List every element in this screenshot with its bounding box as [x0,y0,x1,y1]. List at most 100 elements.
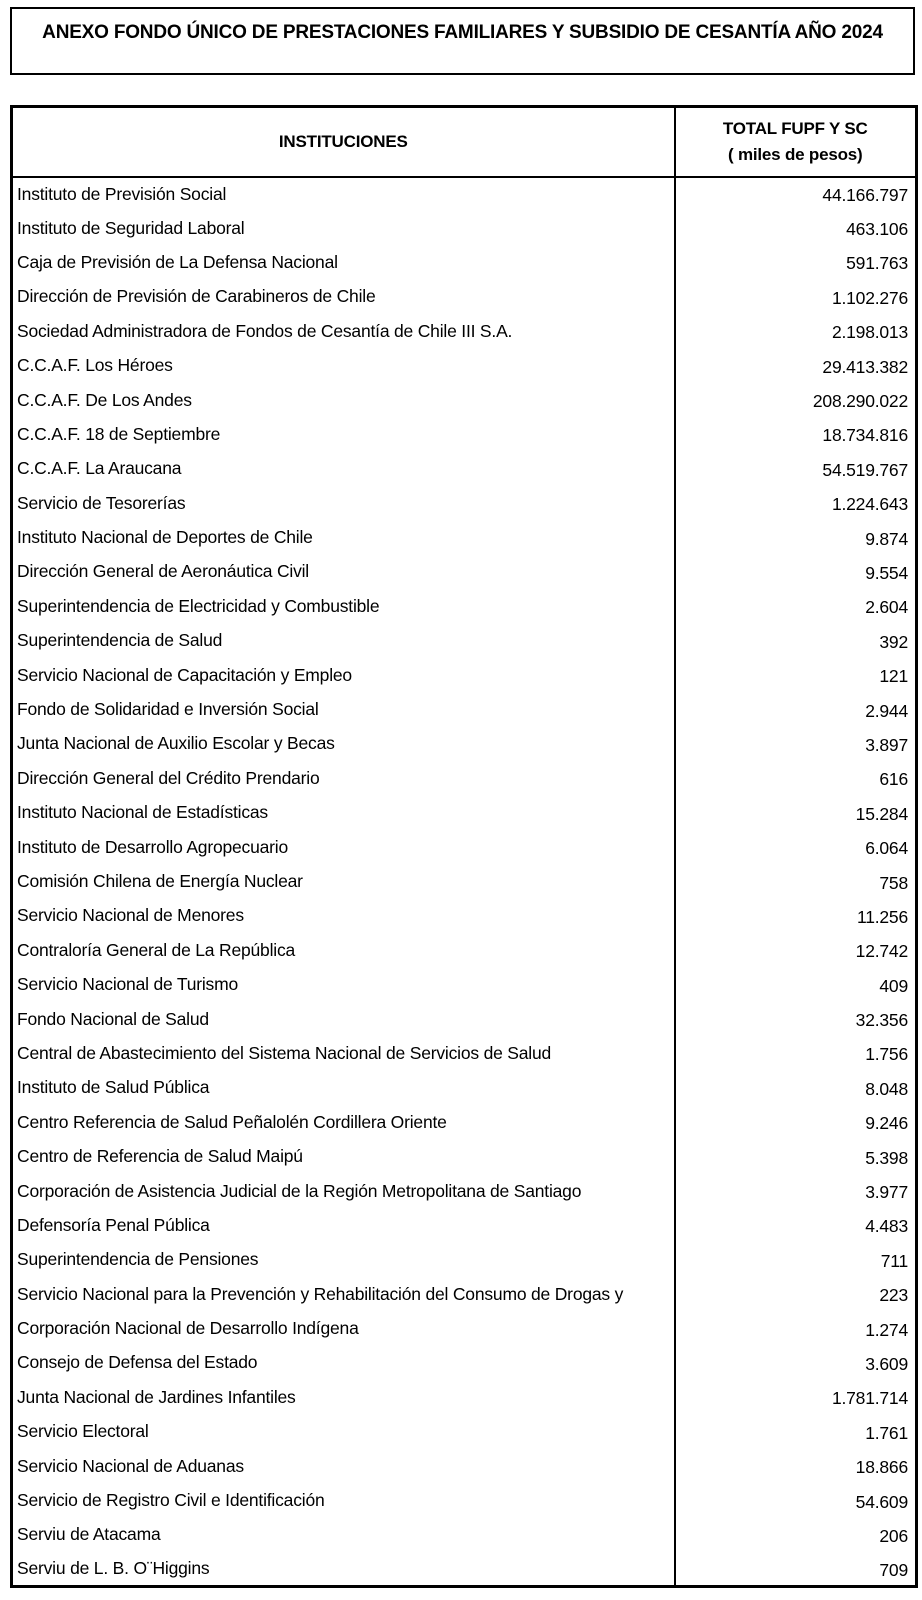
table-row: C.C.A.F. De Los Andes 208.290.022 [12,382,917,418]
institution-name: C.C.A.F. Los Héroes [17,355,173,376]
total-value: 5.398 [673,1139,917,1174]
total-value: 206 [673,1517,917,1553]
table-row: C.C.A.F. 18 de Septiembre 18.734.816 [12,417,917,452]
institution-name: Junta Nacional de Jardines Infantiles [17,1386,296,1407]
total-value: 9.246 [673,1105,917,1140]
total-value: 11.256 [673,898,917,934]
institution-name: Serviu de Atacama [17,1524,161,1545]
table-row: Instituto Nacional de Deportes de Chile 9… [12,520,917,555]
table-header: INSTITUCIONES TOTAL FUPF Y SC ( miles de… [11,106,917,178]
institution-name: Centro Referencia de Salud Peñalolén Cor… [17,1111,447,1132]
institution-name: Central de Abastecimiento del Sistema Na… [17,1042,552,1063]
column-header-instituciones: INSTITUCIONES [11,106,675,178]
institution-name: Instituto de Salud Pública [17,1077,210,1098]
table-row: Centro de Referencia de Salud Maipú 5.398 [12,1139,917,1174]
total-value: 616 [673,761,917,796]
table-row: Caja de Previsión de La Defensa Nacional… [12,245,917,280]
total-value: 44.166.797 [673,176,917,211]
institution-name: Instituto de Seguridad Laboral [17,217,245,238]
table-row: Fondo de Solidaridad e Inversión Social 2… [12,692,917,727]
table-row: Serviu de L. B. O¨Higgins 709 [12,1552,917,1587]
institution-name: Superintendencia de Electricidad y Combu… [17,595,380,616]
total-value: 121 [673,657,917,693]
institution-name: Dirección de Previsión de Carabineros de… [17,286,376,307]
total-value: 1.781.714 [673,1380,917,1415]
table-row: Dirección de Previsión de Carabineros de… [12,279,917,315]
total-value: 2.198.013 [673,314,917,349]
total-value: 9.554 [673,554,917,590]
table-row: Instituto de Seguridad Laboral 463.106 [12,210,917,246]
column-header-total: TOTAL FUPF Y SC ( miles de pesos) [673,106,917,178]
table-row: Instituto de Salud Pública 8.048 [12,1070,917,1106]
total-value: 9.874 [673,520,917,555]
institution-name: Servicio Nacional de Capacitación y Empl… [17,664,352,685]
institution-name: Servicio Nacional de Aduanas [17,1455,244,1476]
table-row: Superintendencia de Salud 392 [12,623,917,658]
column-header-total-line2: ( miles de pesos) [727,144,863,164]
institution-name: Corporación Nacional de Desarrollo Indíg… [17,1318,359,1339]
total-value: 18.734.816 [673,417,917,452]
institution-name: C.C.A.F. De Los Andes [17,389,192,410]
total-value: 3.897 [673,726,917,762]
institution-name: Servicio Nacional para la Prevención y R… [17,1283,624,1304]
table-row: Servicio Electoral 1.761 [12,1414,917,1449]
table-row: Consejo de Defensa del Estado 3.609 [12,1345,917,1381]
document-title: ANEXO FONDO ÚNICO DE PRESTACIONES FAMILI… [42,22,883,43]
total-value: 3.977 [673,1173,917,1209]
table-row: C.C.A.F. La Araucana 54.519.767 [12,451,917,487]
institution-name: Instituto de Previsión Social [17,183,227,204]
institution-name: Instituto de Desarrollo Agropecuario [17,836,289,857]
table-row: Servicio de Registro Civil e Identificac… [12,1483,917,1518]
total-value: 15.284 [673,795,917,830]
institution-name: Servicio Nacional de Menores [17,905,244,926]
table-row: Junta Nacional de Jardines Infantiles 1.7… [12,1380,917,1415]
total-value: 54.519.767 [673,451,917,487]
table-row: C.C.A.F. Los Héroes 29.413.382 [12,348,917,383]
institution-name: Comisión Chilena de Energía Nuclear [17,871,303,891]
total-value: 1.274 [673,1311,917,1346]
total-value: 709 [673,1552,917,1587]
institution-name: Servicio de Tesorerías [17,492,186,513]
table-row: Junta Nacional de Auxilio Escolar y Beca… [12,726,917,762]
institution-name: Contraloría General de La República [17,939,296,960]
table-row: Serviu de Atacama 206 [12,1517,917,1553]
table-row: Servicio Nacional de Turismo 409 [12,967,917,1002]
table-row: Dirección General de Aeronáutica Civil 9.… [12,554,917,590]
total-value: 1.224.643 [673,486,917,521]
total-value: 6.064 [673,829,917,865]
institution-name: Sociedad Administradora de Fondos de Ces… [17,320,513,341]
total-value: 591.763 [673,245,917,280]
institution-name: Instituto Nacional de Estadísticas [17,802,268,823]
header-row: INSTITUCIONES TOTAL FUPF Y SC ( miles de… [11,106,917,178]
total-value: 392 [673,623,917,658]
total-value: 223 [673,1277,917,1312]
column-header-total-line1: TOTAL FUPF Y SC [722,118,868,138]
institution-name: C.C.A.F. La Araucana [17,458,182,479]
table-row: Contraloría General de La República 12.74… [12,933,917,968]
total-value: 54.609 [673,1483,917,1518]
document-title-box: ANEXO FONDO ÚNICO DE PRESTACIONES FAMILI… [10,7,915,75]
total-value: 1.761 [673,1414,917,1449]
institution-name: Instituto Nacional de Deportes de Chile [17,527,313,548]
institution-name: C.C.A.F. 18 de Septiembre [17,423,221,444]
institution-name: Superintendencia de Pensiones [17,1249,259,1270]
table-body: Instituto de Previsión Social 44.166.797 I… [12,176,917,1587]
institution-name: Fondo Nacional de Salud [17,1008,209,1029]
total-value: 208.290.022 [673,382,917,418]
table-row: Fondo Nacional de Salud 32.356 [12,1001,917,1037]
institution-name: Superintendencia de Salud [17,630,223,651]
table-row: Superintendencia de Pensiones 711 [12,1242,917,1277]
institution-name: Consejo de Defensa del Estado [17,1352,258,1373]
table-row: Comisión Chilena de Energía Nuclear 758 [12,864,917,899]
table-row: Corporación Nacional de Desarrollo Indíg… [12,1311,917,1346]
total-value: 8.048 [673,1070,917,1106]
institution-name: Servicio de Registro Civil e Identificac… [17,1490,325,1511]
table-row: Servicio Nacional para la Prevención y R… [12,1277,917,1312]
table-row: Superintendencia de Electricidad y Combu… [12,589,917,624]
institution-name: Dirección General del Crédito Prendario [17,767,320,788]
table-row: Centro Referencia de Salud Peñalolén Cor… [12,1105,917,1140]
table-row: Dirección General del Crédito Prendario 6… [12,761,917,796]
total-value: 3.609 [673,1345,917,1381]
institution-name: Serviu de L. B. O¨Higgins [17,1558,210,1579]
institution-name: Junta Nacional de Auxilio Escolar y Beca… [17,733,335,754]
